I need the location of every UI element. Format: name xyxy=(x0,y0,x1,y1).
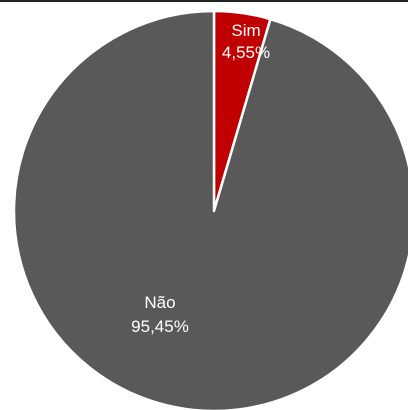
pie-labels: Sim 4,55% Não 95,45% xyxy=(131,21,270,336)
pie-slices xyxy=(12,9,408,410)
top-border-line xyxy=(0,0,408,2)
slice-name-label: Sim xyxy=(231,21,260,40)
slice-percent-label: 4,55% xyxy=(222,43,270,62)
slice-percent-label: 95,45% xyxy=(131,317,189,336)
pie-slice-n-o xyxy=(12,9,408,410)
slice-name-label: Não xyxy=(144,293,175,312)
